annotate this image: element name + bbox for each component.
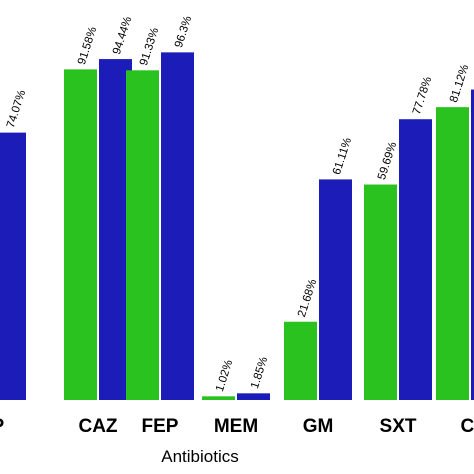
category-label-zp: ZP: [0, 416, 4, 437]
bar-fep-series-1: [126, 70, 159, 400]
bars-group: [0, 52, 474, 401]
category-label-caz: CAZ: [78, 416, 117, 437]
data-label-mem-series-2: 1.85%: [249, 356, 270, 391]
data-label-mem-series-1: 1.02%: [214, 359, 235, 394]
bar-mem-series-1: [202, 396, 235, 400]
category-label-fep: FEP: [142, 416, 179, 437]
bar-sxt-series-1: [364, 184, 397, 400]
bar-zp-series-2: [0, 132, 26, 400]
bar-ci-series-1: [436, 107, 469, 400]
bar-mem-series-2: [237, 393, 270, 400]
category-label-mem: MEM: [214, 416, 258, 437]
data-label-caz-series-2: 94.44%: [111, 15, 134, 56]
data-label-gm-series-2: 61.11%: [331, 136, 354, 176]
bar-fep-series-2: [161, 52, 194, 401]
category-label-gm: GM: [303, 416, 334, 437]
bar-sxt-series-2: [399, 119, 432, 400]
bar-gm-series-2: [319, 179, 352, 400]
category-labels-group: ZP CAZ FEP MEM GM SXT CI: [0, 416, 474, 437]
data-label-caz-series-1: 91.58%: [76, 26, 99, 67]
data-label-ci-series-1: 81.12%: [448, 63, 471, 104]
bar-caz-series-1: [64, 69, 97, 400]
category-label-ci: CI: [461, 416, 474, 437]
x-axis-title: Antibiotics: [161, 447, 238, 466]
data-label-gm-series-1: 21.68%: [296, 278, 319, 319]
bar-ci-series-2: [471, 89, 474, 400]
data-label-fep-series-1: 91.33%: [138, 26, 161, 67]
bar-gm-series-1: [284, 321, 317, 400]
category-label-sxt: SXT: [380, 416, 417, 437]
data-label-zp-series-2: 74.07%: [5, 89, 28, 130]
data-label-sxt-series-1: 59.69%: [376, 141, 399, 182]
data-label-sxt-series-2: 77.78%: [411, 75, 434, 116]
data-label-fep-series-2: 96.3%: [173, 15, 194, 50]
